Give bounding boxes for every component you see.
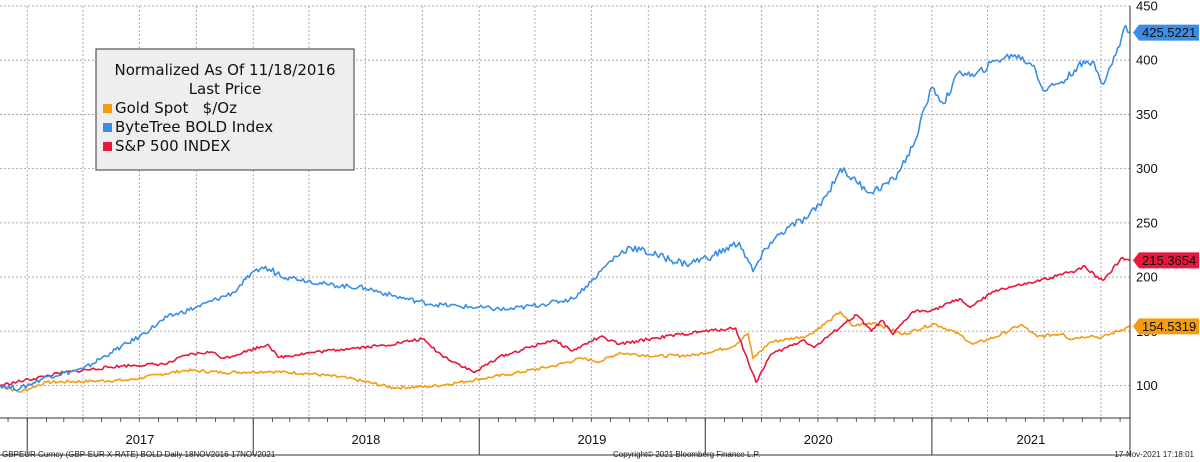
footer-source: GBPEUR Curncy (GBP-EUR X-RATE) BOLD Dail… <box>2 450 276 459</box>
axes: 1001502002503003504004502017201820192020… <box>0 0 1158 456</box>
legend-swatch <box>103 104 112 113</box>
footer-timestamp: 17-Nov-2021 17:18:01 <box>1114 450 1194 459</box>
legend-label: ByteTree BOLD Index <box>115 118 273 136</box>
x-tick-label: 2019 <box>577 432 606 447</box>
last-value-label: 425.5221 <box>1142 25 1196 40</box>
x-tick-label: 2018 <box>351 432 380 447</box>
legend-swatch <box>103 142 112 151</box>
last-value-label: 215.3654 <box>1142 253 1196 268</box>
y-tick-label: 250 <box>1136 215 1158 230</box>
last-value-badge <box>1133 24 1199 41</box>
legend-title: Normalized As Of 11/18/2016 <box>115 61 336 79</box>
x-tick-label: 2020 <box>804 432 833 447</box>
legend: Normalized As Of 11/18/2016 Last Price G… <box>95 48 355 171</box>
footer-copyright: Copyright© 2021 Bloomberg Finance L.P. <box>613 450 761 459</box>
series-layer <box>0 24 1131 393</box>
y-tick-label: 450 <box>1136 0 1158 14</box>
x-tick-label: 2021 <box>1016 432 1045 447</box>
last-value-badges: 154.5319 425.5221 215.3654 <box>1133 24 1199 335</box>
legend-header: Last Price <box>189 80 262 98</box>
y-tick-label: 400 <box>1136 53 1158 68</box>
y-tick-label: 300 <box>1136 161 1158 176</box>
series-line <box>0 256 1131 387</box>
legend-box <box>95 48 355 171</box>
legend-label: Gold Spot $/Oz <box>115 99 237 117</box>
legend-swatch <box>103 123 112 132</box>
series-line <box>0 310 1131 393</box>
series-line <box>0 24 1131 392</box>
y-tick-label: 100 <box>1136 378 1158 393</box>
last-value-badge <box>1133 252 1199 269</box>
last-value-badge <box>1133 318 1199 335</box>
y-tick-label: 200 <box>1136 270 1158 285</box>
x-tick-label: 2017 <box>125 432 154 447</box>
y-tick-label: 350 <box>1136 107 1158 122</box>
legend-label: S&P 500 INDEX <box>115 137 230 155</box>
last-value-label: 154.5319 <box>1142 319 1196 334</box>
